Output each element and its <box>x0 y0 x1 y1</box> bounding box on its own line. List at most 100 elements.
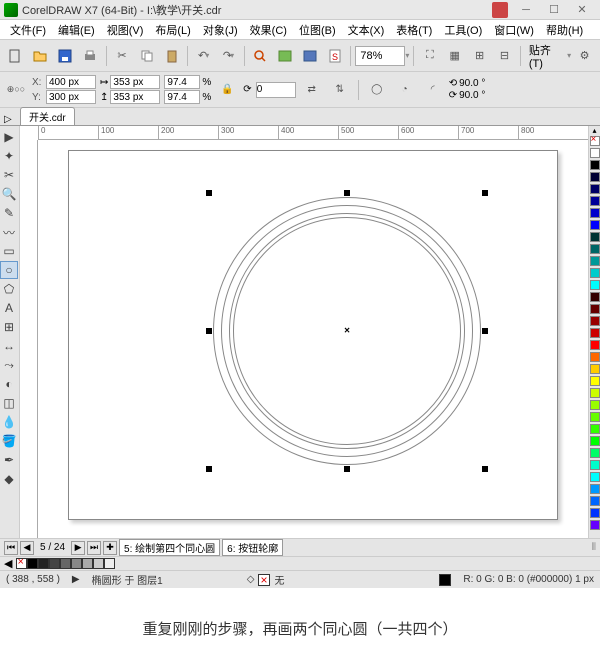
menu-effects[interactable]: 效果(C) <box>244 20 293 40</box>
menu-layout[interactable]: 布局(L) <box>149 20 196 40</box>
no-color-swatch[interactable]: × <box>590 136 600 146</box>
doc-tab[interactable]: 开关.cdr <box>20 107 75 125</box>
scale-x-input[interactable] <box>164 75 200 89</box>
menu-file[interactable]: 文件(F) <box>4 20 52 40</box>
color-swatch[interactable] <box>590 436 600 446</box>
color-swatch[interactable] <box>590 364 600 374</box>
x-pos-input[interactable] <box>46 75 96 89</box>
fill-indicator[interactable]: ◇ 无 <box>247 572 285 587</box>
color-swatch[interactable] <box>590 160 600 170</box>
zoom-tool[interactable]: 🔍 <box>0 185 18 203</box>
arc-mode-button[interactable]: ◜ <box>421 78 445 102</box>
selection-handle[interactable] <box>206 466 212 472</box>
y-pos-input[interactable] <box>46 90 96 104</box>
export-button[interactable] <box>299 44 322 68</box>
snap-dropdown[interactable]: 贴齐(T) <box>525 42 567 70</box>
paste-button[interactable] <box>160 44 183 68</box>
color-swatch[interactable] <box>590 316 600 326</box>
transparency-tool[interactable]: ◫ <box>0 394 18 412</box>
color-swatch[interactable] <box>27 558 38 569</box>
color-swatch[interactable] <box>38 558 49 569</box>
page-next-button[interactable]: ▶ <box>71 541 85 555</box>
page-add-button[interactable]: ✚ <box>103 541 117 555</box>
color-swatch[interactable] <box>590 352 600 362</box>
maximize-icon[interactable]: ☐ <box>540 2 568 18</box>
menu-edit[interactable]: 编辑(E) <box>52 20 101 40</box>
selection-handle[interactable] <box>206 328 212 334</box>
menu-window[interactable]: 窗口(W) <box>488 20 540 40</box>
color-swatch[interactable] <box>590 340 600 350</box>
lock-ratio-button[interactable]: 🔒 <box>215 78 239 102</box>
page-prev-button[interactable]: ◀ <box>20 541 34 555</box>
undo-button[interactable]: ↶▾ <box>192 44 215 68</box>
rulers-button[interactable]: ▦ <box>443 44 466 68</box>
menu-table[interactable]: 表格(T) <box>390 20 438 40</box>
units-icon[interactable]: ⊕○○ <box>4 78 28 102</box>
pick-tool[interactable]: ▶ <box>0 128 18 146</box>
color-swatch[interactable] <box>590 460 600 470</box>
color-swatch[interactable] <box>590 508 600 518</box>
color-swatch[interactable] <box>590 220 600 230</box>
menu-object[interactable]: 对象(J) <box>197 20 244 40</box>
menu-text[interactable]: 文本(X) <box>342 20 391 40</box>
selection-handle[interactable] <box>482 466 488 472</box>
color-swatch[interactable] <box>590 244 600 254</box>
color-swatch[interactable] <box>82 558 93 569</box>
color-swatch[interactable] <box>590 184 600 194</box>
canvas[interactable]: × <box>38 140 588 538</box>
color-swatch[interactable] <box>590 148 600 158</box>
color-swatch[interactable] <box>590 268 600 278</box>
page-last-button[interactable]: ⏭ <box>87 541 101 555</box>
eyedropper-tool[interactable]: 💧 <box>0 413 18 431</box>
color-swatch[interactable] <box>590 328 600 338</box>
color-swatch[interactable] <box>71 558 82 569</box>
freehand-tool[interactable]: ✎ <box>0 204 18 222</box>
dimension-tool[interactable]: ↔ <box>0 337 18 355</box>
menu-bitmap[interactable]: 位图(B) <box>293 20 342 40</box>
polygon-tool[interactable]: ⬠ <box>0 280 18 298</box>
outline-swatch[interactable] <box>439 574 451 586</box>
options-button[interactable]: ⚙ <box>573 44 596 68</box>
rectangle-tool[interactable]: ▭ <box>0 242 18 260</box>
color-swatch[interactable] <box>590 196 600 206</box>
shape-tool[interactable]: ✦ <box>0 147 18 165</box>
palette-scroll-left-icon[interactable]: ◀ <box>4 557 12 570</box>
artistic-tool[interactable]: 〰 <box>0 223 18 241</box>
grid-button[interactable]: ⊞ <box>468 44 491 68</box>
crop-tool[interactable]: ✂ <box>0 166 18 184</box>
color-swatch[interactable] <box>590 484 600 494</box>
ellipse-tool[interactable]: ○ <box>0 261 18 279</box>
no-color-swatch[interactable]: × <box>16 558 27 569</box>
ellipse-mode-button[interactable]: ◯ <box>365 78 389 102</box>
color-swatch[interactable] <box>590 208 600 218</box>
selection-handle[interactable] <box>344 466 350 472</box>
color-swatch[interactable] <box>60 558 71 569</box>
import-button[interactable] <box>274 44 297 68</box>
mirror-v-button[interactable]: ⇅ <box>328 78 352 102</box>
menu-view[interactable]: 视图(V) <box>101 20 150 40</box>
mirror-h-button[interactable]: ⇄ <box>300 78 324 102</box>
outline-tool[interactable]: ✒ <box>0 451 18 469</box>
cut-button[interactable]: ✂ <box>111 44 134 68</box>
selection-handle[interactable] <box>206 190 212 196</box>
color-swatch[interactable] <box>590 292 600 302</box>
selection-center-icon[interactable]: × <box>344 326 350 337</box>
selection-handle[interactable] <box>482 328 488 334</box>
selection-handle[interactable] <box>482 190 488 196</box>
pie-mode-button[interactable]: ◔ <box>393 78 417 102</box>
color-swatch[interactable] <box>590 412 600 422</box>
redo-button[interactable]: ↷▾ <box>217 44 240 68</box>
menu-help[interactable]: 帮助(H) <box>540 20 589 40</box>
connector-tool[interactable]: ⤳ <box>0 356 18 374</box>
color-swatch[interactable] <box>93 558 104 569</box>
rotation-input[interactable] <box>256 82 296 98</box>
page-first-button[interactable]: ⏮ <box>4 541 18 555</box>
color-swatch[interactable] <box>590 472 600 482</box>
text-tool[interactable]: A <box>0 299 18 317</box>
zoom-dropdown-icon[interactable]: ▾ <box>405 51 409 60</box>
guides-button[interactable]: ⊟ <box>493 44 516 68</box>
save-button[interactable] <box>54 44 77 68</box>
color-swatch[interactable] <box>590 172 600 182</box>
page-tab-6[interactable]: 6: 按钮轮廓 <box>222 539 283 556</box>
copy-button[interactable] <box>135 44 158 68</box>
